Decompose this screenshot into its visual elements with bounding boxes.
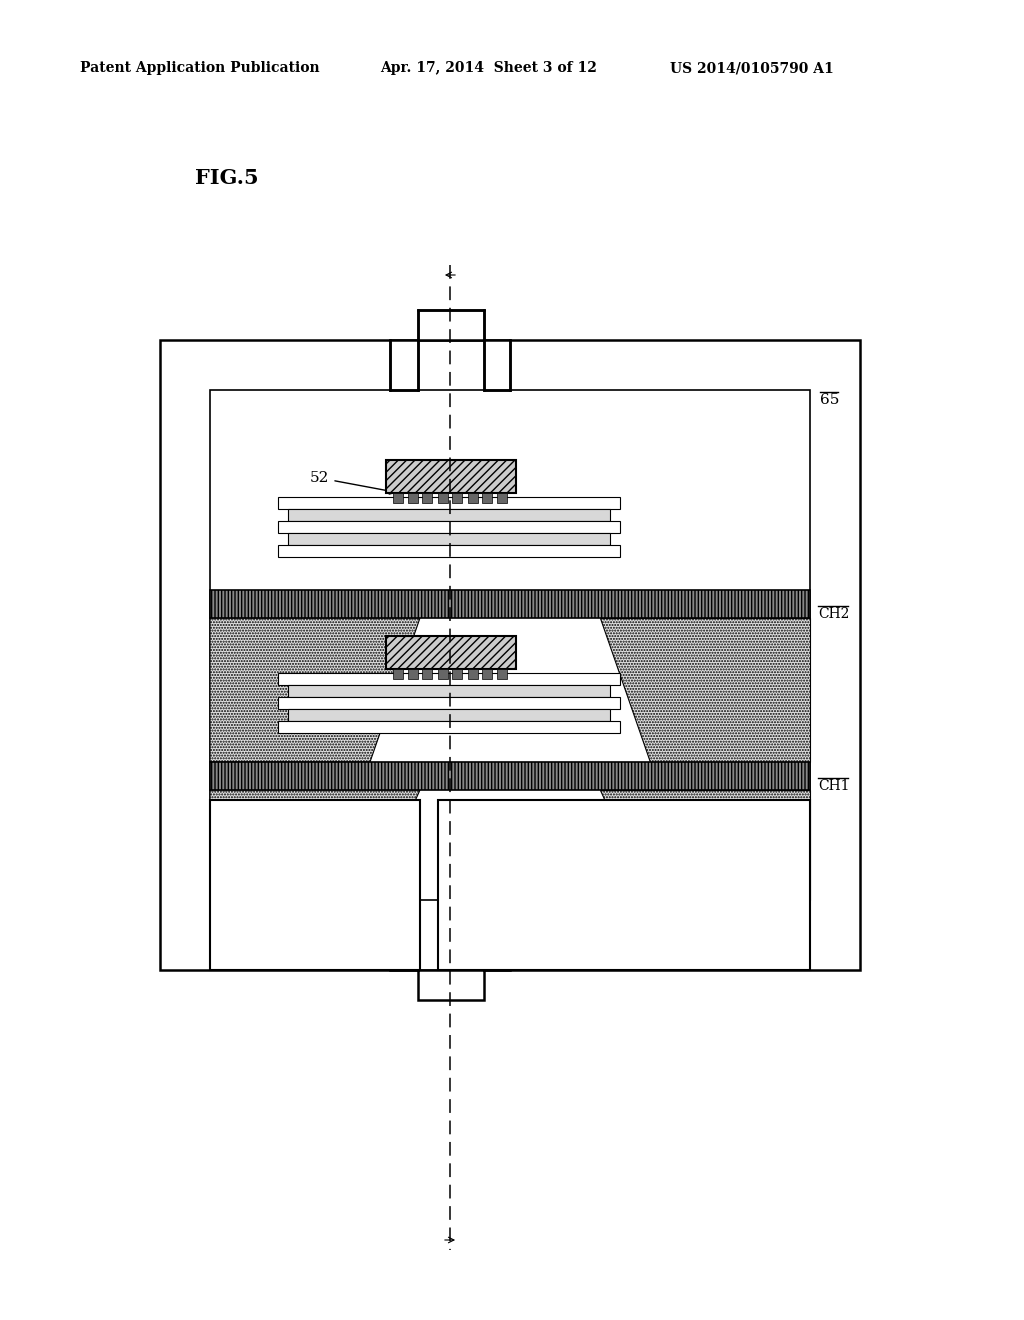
- Bar: [278, 545, 620, 557]
- Bar: [468, 669, 478, 678]
- Bar: [210, 800, 420, 970]
- Bar: [452, 669, 462, 678]
- Bar: [288, 533, 610, 545]
- Text: 52: 52: [310, 471, 395, 494]
- Bar: [408, 492, 418, 503]
- Polygon shape: [390, 310, 510, 389]
- Polygon shape: [210, 789, 420, 900]
- Bar: [278, 697, 620, 709]
- Bar: [278, 721, 620, 733]
- Bar: [210, 590, 810, 618]
- Text: Apr. 17, 2014  Sheet 3 of 12: Apr. 17, 2014 Sheet 3 of 12: [380, 61, 597, 75]
- Text: US 2014/0105790 A1: US 2014/0105790 A1: [670, 61, 834, 75]
- Bar: [160, 341, 860, 970]
- Text: 65: 65: [820, 393, 840, 407]
- Bar: [452, 492, 462, 503]
- Polygon shape: [390, 940, 510, 1001]
- Text: Patent Application Publication: Patent Application Publication: [80, 61, 319, 75]
- Text: CH1: CH1: [818, 779, 850, 793]
- Bar: [497, 492, 507, 503]
- Bar: [386, 636, 516, 669]
- Text: FIG.5: FIG.5: [195, 168, 259, 187]
- Bar: [278, 498, 620, 510]
- Polygon shape: [600, 618, 810, 762]
- Bar: [278, 673, 620, 685]
- Bar: [288, 709, 610, 721]
- Polygon shape: [600, 789, 810, 900]
- Bar: [210, 762, 810, 789]
- Bar: [438, 492, 449, 503]
- Text: CH2: CH2: [818, 607, 849, 620]
- Bar: [408, 669, 418, 678]
- Bar: [497, 669, 507, 678]
- Bar: [438, 669, 449, 678]
- Bar: [278, 521, 620, 533]
- Bar: [438, 800, 810, 970]
- Bar: [482, 669, 492, 678]
- Bar: [482, 492, 492, 503]
- Polygon shape: [210, 618, 420, 762]
- Bar: [393, 492, 403, 503]
- Bar: [468, 492, 478, 503]
- Bar: [288, 685, 610, 697]
- Text: 60: 60: [590, 873, 609, 887]
- Bar: [288, 510, 610, 521]
- Bar: [422, 669, 432, 678]
- Bar: [386, 459, 516, 492]
- Bar: [422, 492, 432, 503]
- Bar: [210, 389, 810, 900]
- Bar: [393, 669, 403, 678]
